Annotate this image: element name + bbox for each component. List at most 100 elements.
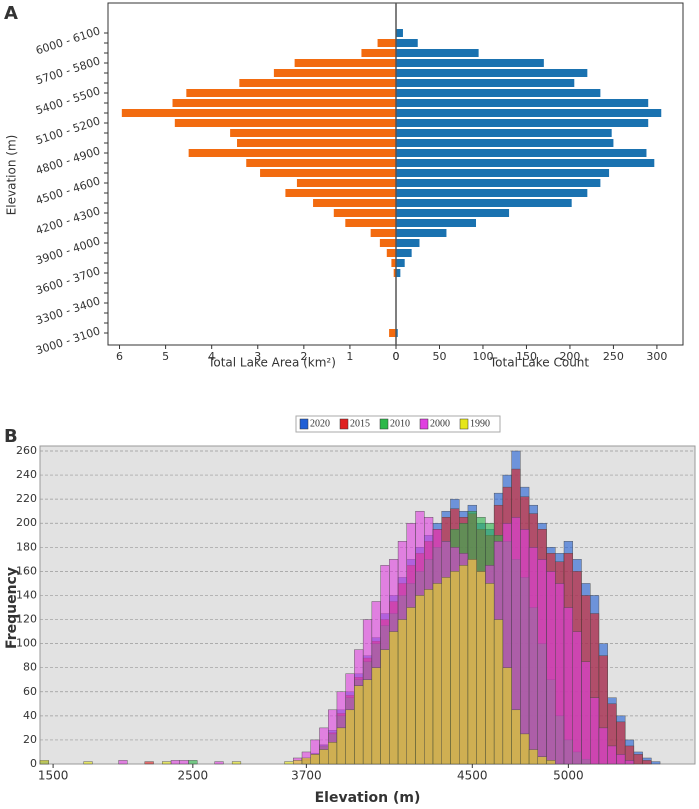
histogram-bar <box>432 583 442 765</box>
histogram-bar <box>214 761 224 765</box>
y-tick-label: 4200 - 4300 <box>34 204 102 237</box>
histogram-bar <box>467 559 477 765</box>
histogram-bar <box>598 727 608 765</box>
count-bar <box>396 129 612 137</box>
x-tick-label: 3700 <box>291 769 322 783</box>
histogram-bar <box>301 757 311 765</box>
histogram-bar <box>406 607 416 765</box>
histogram-bar <box>476 571 486 765</box>
histogram-bar <box>528 749 538 765</box>
legend-swatch <box>379 418 389 430</box>
count-bar <box>396 39 418 47</box>
histogram-bar <box>83 761 93 765</box>
area-bar <box>237 139 396 147</box>
histogram-bar <box>485 583 495 765</box>
histogram-bar <box>537 756 547 765</box>
histogram-bar <box>563 607 573 765</box>
histogram-bar <box>345 709 355 765</box>
x-tick-label: 2 <box>300 350 307 363</box>
y-tick-label: 5700 - 5800 <box>34 54 102 87</box>
histogram-bar <box>144 761 154 765</box>
y-tick-label: 240 <box>16 468 37 481</box>
area-bar <box>361 49 396 57</box>
y-tick-label: 6000 - 6100 <box>34 24 102 57</box>
histogram-bar <box>284 761 294 765</box>
y-tick-label: 4800 - 4900 <box>34 144 102 177</box>
area-bar <box>389 329 396 337</box>
histogram-bar <box>293 760 303 765</box>
y-tick-label: 3900 - 4000 <box>34 234 102 267</box>
count-bar <box>396 109 662 117</box>
y-tick-label: 100 <box>16 637 37 650</box>
count-bar <box>396 199 572 207</box>
histogram-bar <box>424 589 434 765</box>
area-bar <box>230 129 396 137</box>
histogram-bar <box>371 667 381 765</box>
histogram-bar <box>450 571 460 765</box>
area-bar <box>391 259 396 267</box>
histogram-bar <box>537 559 547 765</box>
area-bar <box>370 229 396 237</box>
legend-swatch <box>339 418 349 430</box>
histogram-bar <box>520 733 530 765</box>
y-tick-label: 40 <box>23 709 37 722</box>
x-tick-label: 300 <box>646 350 667 363</box>
area-bar <box>186 89 396 97</box>
x-tick-label: 4500 <box>457 769 488 783</box>
x-axis-label: Total Lake Count <box>489 356 590 370</box>
count-bar <box>396 49 479 57</box>
histogram-bar <box>336 727 346 765</box>
histogram-bar <box>362 679 373 765</box>
x-tick-label: 5000 <box>553 769 584 783</box>
x-tick-label: 0 <box>393 350 400 363</box>
x-axis-label: Total Lake Area (km²) <box>207 356 336 370</box>
count-bar <box>396 99 649 107</box>
histogram-bar <box>633 754 643 765</box>
area-bar <box>294 59 396 67</box>
x-axis-label: Elevation (m) <box>315 790 421 806</box>
y-tick-label: 3600 - 3700 <box>34 264 102 297</box>
area-bar <box>172 99 396 107</box>
y-tick-label: 200 <box>16 516 37 529</box>
y-tick-label: 120 <box>16 613 37 626</box>
y-tick-label: 5100 - 5200 <box>34 114 102 147</box>
legend-swatch <box>299 418 309 430</box>
legend-swatch <box>459 418 469 430</box>
legend-label: 2015 <box>350 418 370 429</box>
histogram-bar <box>380 649 390 765</box>
histogram-bar <box>328 742 338 765</box>
histogram-bar <box>616 754 626 765</box>
histogram-bar <box>642 760 652 765</box>
histogram-bar <box>511 709 521 765</box>
histogram-bar <box>231 761 242 765</box>
x-tick-label: 0 <box>393 350 400 363</box>
histogram-bar <box>581 661 591 765</box>
area-bar <box>333 209 396 217</box>
count-bar <box>396 139 614 147</box>
area-bar <box>188 149 396 157</box>
count-bar <box>396 69 588 77</box>
histogram-bar <box>441 577 451 765</box>
count-bar <box>396 159 655 167</box>
count-bar <box>396 119 649 127</box>
area-bar <box>273 69 396 77</box>
histogram-bar <box>459 565 469 765</box>
histogram-bar <box>607 745 617 765</box>
histogram-bar <box>624 760 635 765</box>
legend-label: 2010 <box>390 418 410 429</box>
histogram-bar <box>415 595 425 765</box>
legend-swatch <box>419 418 429 430</box>
area-bar <box>296 179 396 187</box>
count-bar <box>396 169 610 177</box>
y-tick-label: 80 <box>23 661 37 674</box>
y-tick-label: 140 <box>16 588 37 601</box>
legend-label: 2000 <box>430 418 450 429</box>
histogram-bar <box>546 760 556 765</box>
count-bar <box>396 29 403 37</box>
x-tick-label: 4 <box>208 350 215 363</box>
x-tick-label: 2500 <box>178 769 209 783</box>
histogram-bar <box>651 761 661 765</box>
y-tick-label: 260 <box>16 444 37 457</box>
area-bar <box>260 169 396 177</box>
histogram-bar <box>397 619 408 765</box>
